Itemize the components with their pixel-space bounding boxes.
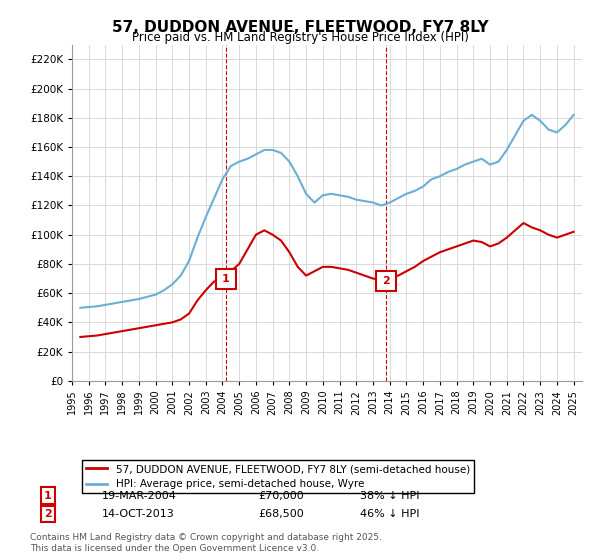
Text: Price paid vs. HM Land Registry's House Price Index (HPI): Price paid vs. HM Land Registry's House … <box>131 31 469 44</box>
Text: 1: 1 <box>222 273 230 283</box>
Text: 2: 2 <box>382 276 390 286</box>
Text: £70,000: £70,000 <box>258 491 304 501</box>
Text: £68,500: £68,500 <box>258 509 304 519</box>
Text: 1: 1 <box>44 491 52 501</box>
Text: 19-MAR-2004: 19-MAR-2004 <box>102 491 177 501</box>
Text: 38% ↓ HPI: 38% ↓ HPI <box>360 491 419 501</box>
Legend: 57, DUDDON AVENUE, FLEETWOOD, FY7 8LY (semi-detached house), HPI: Average price,: 57, DUDDON AVENUE, FLEETWOOD, FY7 8LY (s… <box>82 460 474 493</box>
Text: 57, DUDDON AVENUE, FLEETWOOD, FY7 8LY: 57, DUDDON AVENUE, FLEETWOOD, FY7 8LY <box>112 20 488 35</box>
Text: Contains HM Land Registry data © Crown copyright and database right 2025.
This d: Contains HM Land Registry data © Crown c… <box>30 533 382 553</box>
Text: 46% ↓ HPI: 46% ↓ HPI <box>360 509 419 519</box>
Text: 2: 2 <box>44 509 52 519</box>
Text: 14-OCT-2013: 14-OCT-2013 <box>102 509 175 519</box>
